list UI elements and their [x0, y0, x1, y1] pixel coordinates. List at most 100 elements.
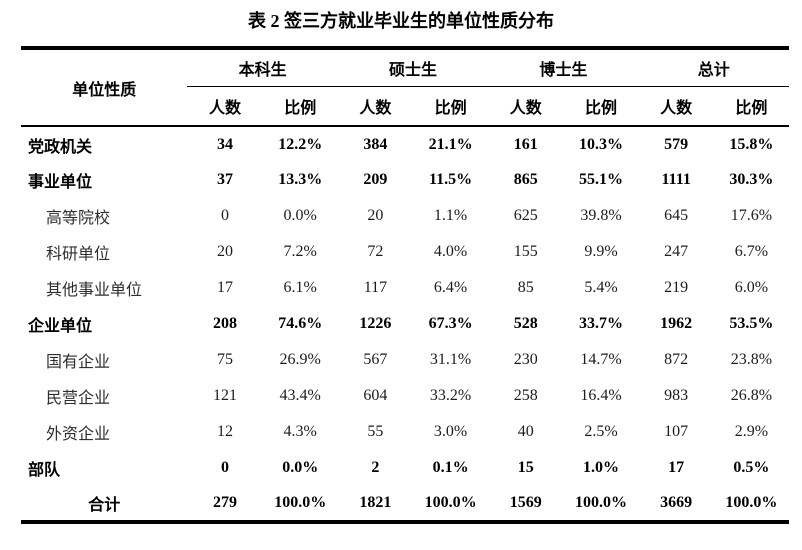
ratio-cell: 7.2%	[283, 243, 317, 260]
ratio-cell: 4.3%	[283, 423, 317, 440]
table-row: 企业单位 208 74.6% 1226 67.3% 528 33.7% 1962 53.5%	[21, 306, 789, 342]
ratio-cell: 0.0%	[282, 459, 319, 476]
count-cell: 279	[213, 494, 237, 511]
ratio-cell: 15.8%	[729, 135, 774, 153]
count-cell: 3669	[660, 494, 693, 511]
ratio-cell: 26.9%	[279, 351, 321, 368]
row-label: 党政机关	[28, 138, 93, 156]
subheader-count: 人数	[337, 86, 413, 127]
ratio-cell: 11.5%	[429, 171, 473, 188]
table-row: 高等院校 0 0.0% 20 1.1% 625 39.8% 645 17.6%	[21, 198, 789, 234]
row-header-label: 单位性质	[21, 48, 188, 127]
row-label: 企业单位	[28, 318, 93, 335]
count-cell: 2	[371, 459, 380, 476]
row-label: 部队	[28, 462, 61, 479]
ratio-cell: 55.1%	[578, 171, 623, 188]
table-row: 事业单位 37 13.3% 209 11.5% 865 55.1% 1111 30.3%	[21, 162, 789, 198]
count-cell: 121	[213, 387, 237, 404]
count-cell: 107	[664, 423, 689, 440]
count-cell: 20	[367, 207, 384, 224]
ratio-cell: 0.5%	[733, 459, 770, 476]
count-cell: 72	[367, 243, 384, 260]
count-cell: 567	[363, 351, 388, 368]
ratio-cell: 12.2%	[278, 135, 323, 153]
count-cell: 17	[217, 279, 233, 296]
ratio-cell: 6.0%	[734, 279, 769, 296]
row-label: 合计	[88, 497, 121, 514]
subheader-ratio: 比例	[412, 86, 489, 127]
subheader-ratio: 比例	[713, 86, 789, 127]
row-label: 国有企业	[46, 354, 111, 371]
count-cell: 209	[363, 171, 388, 188]
count-cell: 75	[217, 351, 233, 368]
count-cell: 247	[664, 243, 689, 260]
ratio-cell: 2.9%	[734, 423, 769, 440]
unit-type-distribution-table: 单位性质 本科生 硕士生 博士生 总计 人数 比例 人数 比例 人数 比例 人数…	[21, 46, 789, 524]
row-label: 高等院校	[46, 210, 111, 227]
ratio-cell: 0.1%	[432, 459, 469, 476]
ratio-cell: 33.7%	[578, 315, 623, 332]
ratio-cell: 67.3%	[428, 315, 473, 332]
table-row: 部队 0 0.0% 2 0.1% 15 1.0% 17 0.5%	[21, 450, 789, 486]
ratio-cell: 100.0%	[274, 494, 327, 511]
count-cell: 37	[217, 171, 233, 188]
count-cell: 208	[213, 315, 237, 332]
ratio-cell: 23.8%	[730, 351, 773, 368]
count-cell: 1226	[359, 315, 392, 332]
count-cell: 155	[513, 243, 538, 260]
ratio-cell: 33.2%	[429, 387, 472, 404]
count-cell: 604	[363, 387, 388, 404]
table-row: 合计 279 100.0% 1821 100.0% 1569 100.0% 3669 100.0…	[21, 486, 789, 522]
ratio-cell: 5.4%	[584, 279, 618, 296]
subheader-count: 人数	[638, 86, 714, 127]
group-header-doctor: 博士生	[488, 48, 639, 87]
ratio-cell: 0.0%	[283, 207, 317, 224]
count-cell: 85	[517, 279, 534, 296]
sub-header-row: 人数 比例 人数 比例 人数 比例 人数 比例	[21, 86, 789, 127]
count-cell: 161	[513, 135, 538, 153]
table-row: 科研单位 20 7.2% 72 4.0% 155 9.9% 247 6.7%	[21, 234, 789, 270]
ratio-cell: 30.3%	[729, 171, 774, 188]
row-label: 科研单位	[46, 246, 111, 263]
table-row: 外资企业 12 4.3% 55 3.0% 40 2.5% 107 2.9%	[21, 414, 789, 450]
count-cell: 579	[664, 135, 689, 153]
ratio-cell: 100.0%	[574, 494, 627, 511]
count-cell: 0	[221, 459, 229, 476]
ratio-cell: 9.9%	[584, 243, 618, 260]
subheader-ratio: 比例	[262, 86, 338, 127]
row-label: 事业单位	[28, 174, 93, 191]
ratio-cell: 3.0%	[433, 423, 468, 440]
count-cell: 17	[668, 459, 685, 476]
table-caption: 表 2 签三方就业毕业生的单位性质分布	[248, 11, 554, 31]
table-row: 国有企业 75 26.9% 567 31.1% 230 14.7% 872 23.8%	[21, 342, 789, 378]
group-header-master: 硕士生	[337, 48, 489, 87]
count-cell: 55	[367, 423, 384, 440]
ratio-cell: 17.6%	[730, 207, 773, 224]
count-cell: 645	[664, 207, 689, 224]
count-cell: 12	[217, 423, 233, 440]
count-cell: 1569	[509, 494, 542, 511]
ratio-cell: 10.3%	[578, 135, 623, 153]
count-cell: 528	[513, 315, 538, 332]
count-cell: 258	[513, 387, 538, 404]
ratio-cell: 100.0%	[725, 494, 778, 511]
subheader-ratio: 比例	[563, 86, 639, 127]
subheader-count: 人数	[488, 86, 564, 127]
ratio-cell: 16.4%	[580, 387, 622, 404]
group-header-row: 单位性质 本科生 硕士生 博士生 总计	[21, 48, 789, 127]
row-label: 民营企业	[46, 390, 111, 407]
count-cell: 384	[363, 135, 388, 153]
ratio-cell: 6.7%	[734, 243, 769, 260]
ratio-cell: 2.5%	[584, 423, 618, 440]
count-cell: 0	[221, 207, 229, 224]
table-row: 其他事业单位 17 6.1% 117 6.4% 85 5.4% 219 6.0%	[21, 270, 789, 306]
ratio-cell: 21.1%	[428, 135, 473, 153]
ratio-cell: 39.8%	[580, 207, 622, 224]
count-cell: 1821	[359, 494, 392, 511]
ratio-cell: 14.7%	[580, 351, 622, 368]
count-cell: 15	[517, 459, 534, 476]
ratio-cell: 4.0%	[433, 243, 468, 260]
count-cell: 117	[363, 279, 388, 296]
count-cell: 34	[217, 135, 233, 153]
